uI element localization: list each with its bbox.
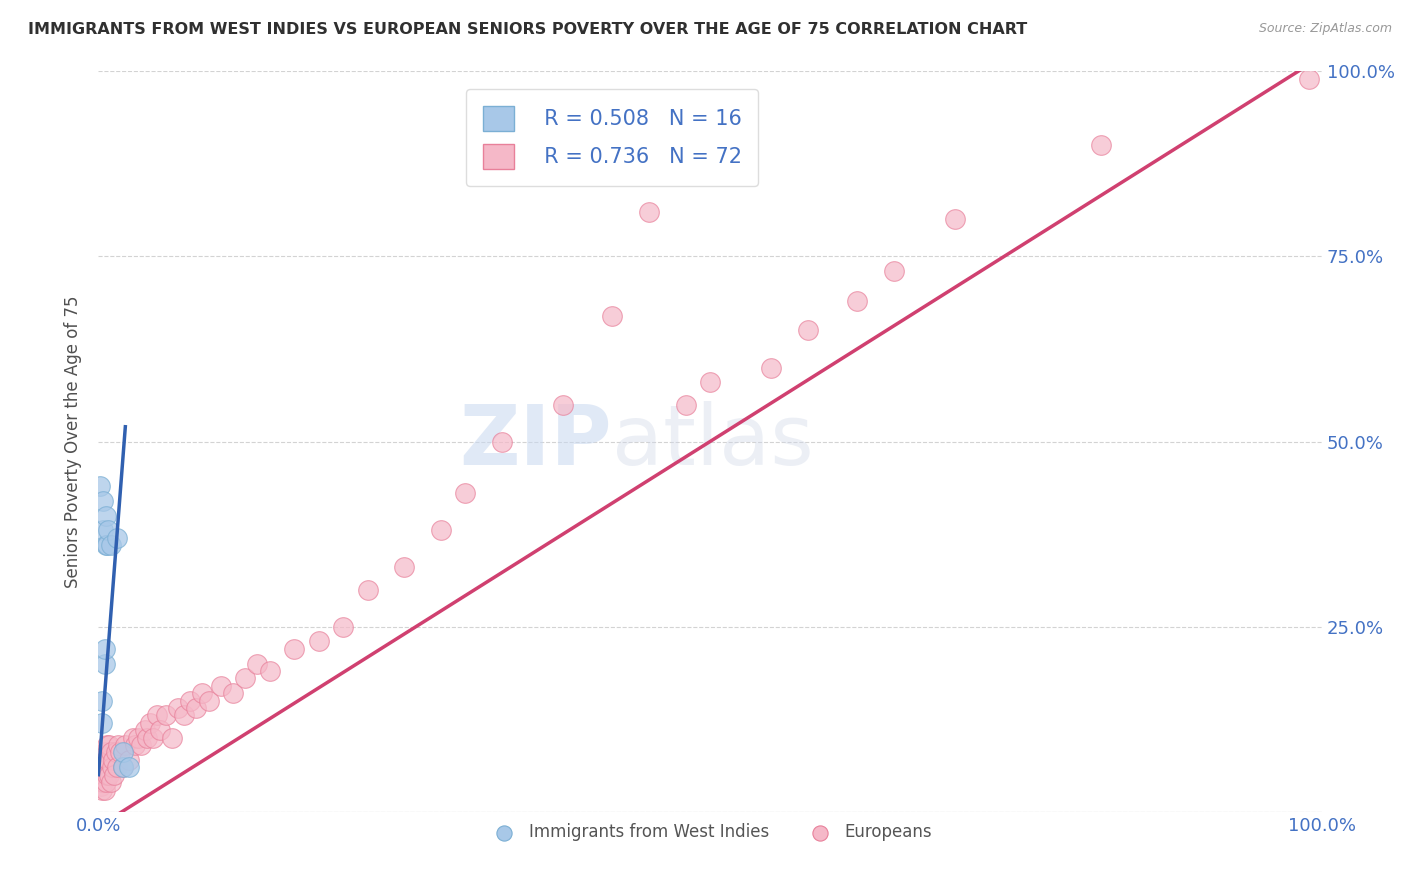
Point xyxy=(1298,71,1320,86)
Point xyxy=(761,360,783,375)
Text: ZIP: ZIP xyxy=(460,401,612,482)
Point xyxy=(104,746,127,760)
Point xyxy=(96,538,118,552)
Point xyxy=(127,731,149,745)
Point xyxy=(114,738,136,752)
Point xyxy=(356,582,378,597)
Point xyxy=(883,264,905,278)
Point xyxy=(675,398,697,412)
Point xyxy=(94,775,117,789)
Point xyxy=(118,753,141,767)
Point xyxy=(97,753,120,767)
Point xyxy=(332,619,354,633)
Point xyxy=(97,524,120,538)
Point xyxy=(94,538,117,552)
Point xyxy=(93,782,115,797)
Point xyxy=(93,641,115,656)
Point xyxy=(179,694,201,708)
Point xyxy=(553,398,575,412)
Point xyxy=(160,731,183,745)
Point xyxy=(93,657,115,671)
Point xyxy=(89,479,111,493)
Point xyxy=(430,524,453,538)
Point xyxy=(110,746,132,760)
Point xyxy=(637,205,661,219)
Text: IMMIGRANTS FROM WEST INDIES VS EUROPEAN SENIORS POVERTY OVER THE AGE OF 75 CORRE: IMMIGRANTS FROM WEST INDIES VS EUROPEAN … xyxy=(28,22,1028,37)
Point xyxy=(94,753,117,767)
Point xyxy=(124,738,146,752)
Point xyxy=(94,508,117,523)
Point xyxy=(142,731,165,745)
Point xyxy=(105,760,128,774)
Text: Source: ZipAtlas.com: Source: ZipAtlas.com xyxy=(1258,22,1392,36)
Point xyxy=(283,641,305,656)
Point xyxy=(173,708,195,723)
Point xyxy=(454,486,477,500)
Point xyxy=(93,746,115,760)
Point xyxy=(91,767,114,781)
Y-axis label: Seniors Poverty Over the Age of 75: Seniors Poverty Over the Age of 75 xyxy=(63,295,82,588)
Point xyxy=(146,708,169,723)
Point xyxy=(91,760,114,774)
Point xyxy=(197,694,219,708)
Point xyxy=(103,767,125,781)
Point xyxy=(845,293,868,308)
Text: atlas: atlas xyxy=(612,401,814,482)
Point xyxy=(392,560,416,574)
Point xyxy=(699,376,721,390)
Legend: Immigrants from West Indies, Europeans: Immigrants from West Indies, Europeans xyxy=(481,816,939,847)
Point xyxy=(121,731,143,745)
Point xyxy=(191,686,214,700)
Point xyxy=(233,672,256,686)
Point xyxy=(105,531,128,545)
Point xyxy=(259,664,281,678)
Point xyxy=(111,760,134,774)
Point xyxy=(100,746,122,760)
Point xyxy=(111,746,134,760)
Point xyxy=(943,212,966,227)
Point xyxy=(98,767,121,781)
Point xyxy=(246,657,269,671)
Point xyxy=(101,760,124,774)
Point xyxy=(491,434,513,449)
Point xyxy=(155,708,177,723)
Point xyxy=(100,775,122,789)
Point xyxy=(91,775,114,789)
Point xyxy=(222,686,245,700)
Point xyxy=(111,760,134,774)
Point xyxy=(100,538,122,552)
Point xyxy=(136,731,159,745)
Point xyxy=(308,634,330,648)
Point xyxy=(91,493,114,508)
Point xyxy=(91,694,114,708)
Point xyxy=(797,324,820,338)
Point xyxy=(1090,138,1112,153)
Point xyxy=(139,715,162,730)
Point xyxy=(96,738,118,752)
Point xyxy=(149,723,172,738)
Point xyxy=(101,753,124,767)
Point xyxy=(90,760,112,774)
Point xyxy=(91,715,114,730)
Point xyxy=(107,738,129,752)
Point xyxy=(186,701,208,715)
Point xyxy=(89,775,111,789)
Point xyxy=(209,679,232,693)
Point xyxy=(129,738,152,752)
Point xyxy=(98,738,121,752)
Point xyxy=(91,524,114,538)
Point xyxy=(96,767,118,781)
Point xyxy=(118,760,141,774)
Point xyxy=(167,701,190,715)
Point xyxy=(91,782,114,797)
Point xyxy=(90,779,112,793)
Point xyxy=(91,753,114,767)
Point xyxy=(134,723,156,738)
Point xyxy=(600,309,623,323)
